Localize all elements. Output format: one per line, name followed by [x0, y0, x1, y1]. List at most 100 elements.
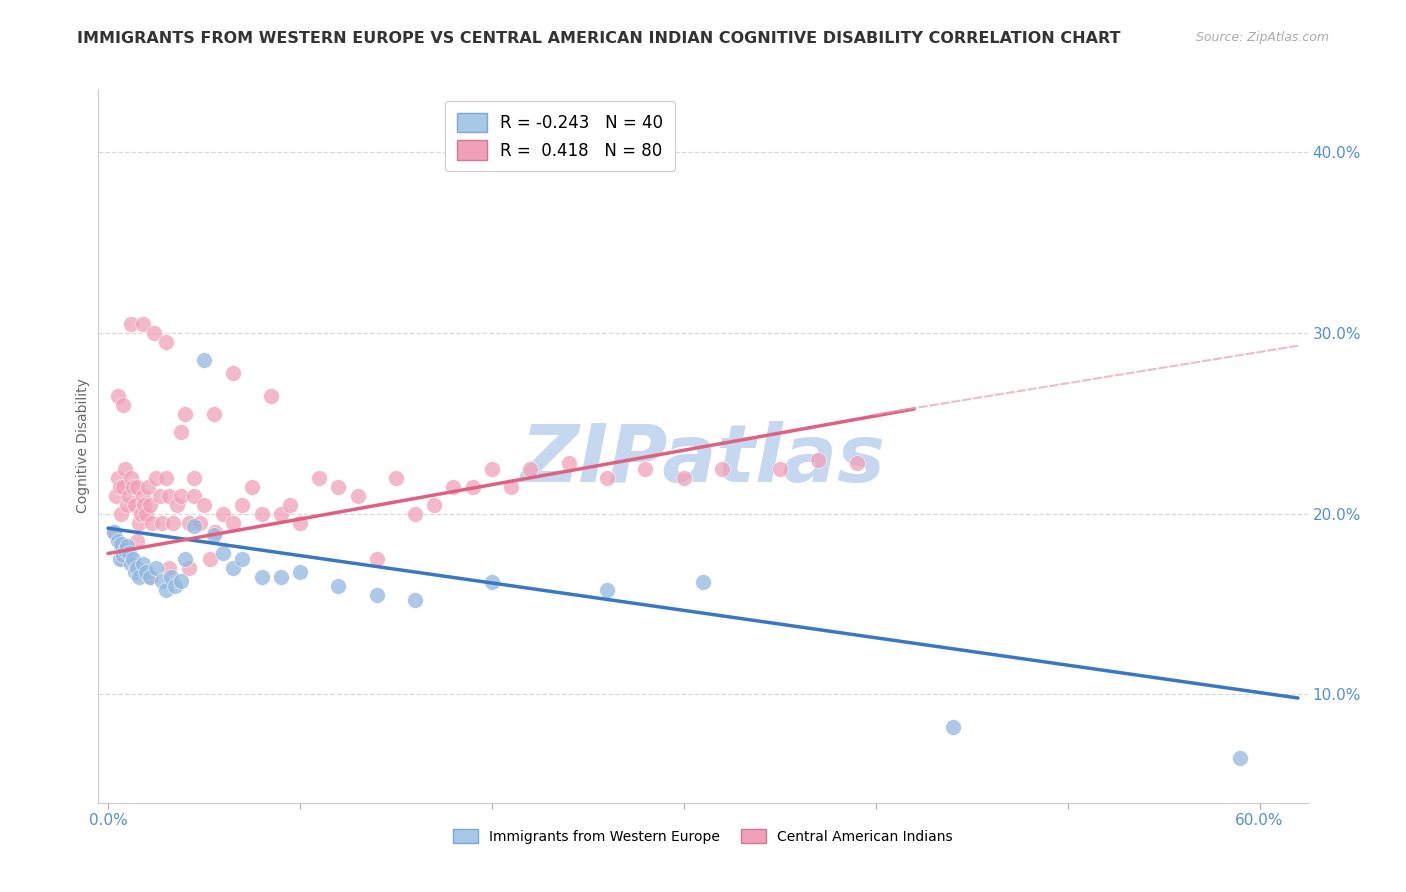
- Text: ZIPatlas: ZIPatlas: [520, 421, 886, 500]
- Point: [672, 470, 695, 484]
- Point: [481, 461, 503, 475]
- Point: [112, 480, 135, 494]
- Point: [1229, 750, 1251, 764]
- Point: [124, 565, 146, 579]
- Point: [125, 533, 148, 548]
- Point: [131, 489, 153, 503]
- Point: [155, 582, 177, 597]
- Point: [807, 452, 830, 467]
- Point: [107, 533, 129, 548]
- Point: [177, 516, 200, 530]
- Point: [250, 570, 273, 584]
- Point: [404, 507, 426, 521]
- Point: [120, 470, 142, 484]
- Point: [366, 552, 388, 566]
- Point: [499, 480, 522, 494]
- Point: [280, 498, 302, 512]
- Point: [115, 498, 138, 512]
- Point: [270, 507, 292, 521]
- Point: [202, 528, 225, 542]
- Point: [231, 552, 253, 566]
- Point: [222, 366, 245, 380]
- Point: [596, 582, 619, 597]
- Point: [481, 575, 503, 590]
- Point: [366, 588, 388, 602]
- Point: [125, 480, 148, 494]
- Point: [134, 498, 156, 512]
- Point: [145, 470, 167, 484]
- Point: [128, 570, 150, 584]
- Y-axis label: Cognitive Disability: Cognitive Disability: [76, 378, 90, 514]
- Point: [112, 398, 135, 412]
- Point: [107, 389, 129, 403]
- Point: [692, 575, 714, 590]
- Point: [128, 516, 150, 530]
- Point: [135, 565, 157, 579]
- Point: [170, 489, 193, 503]
- Point: [250, 507, 273, 521]
- Point: [346, 489, 368, 503]
- Point: [150, 516, 173, 530]
- Point: [139, 498, 162, 512]
- Point: [120, 558, 142, 572]
- Point: [115, 539, 138, 553]
- Point: [131, 317, 153, 331]
- Point: [222, 516, 245, 530]
- Point: [103, 524, 125, 539]
- Point: [204, 524, 226, 539]
- Point: [212, 547, 235, 561]
- Point: [461, 480, 484, 494]
- Legend: Immigrants from Western Europe, Central American Indians: Immigrants from Western Europe, Central …: [447, 823, 959, 849]
- Point: [596, 470, 619, 484]
- Point: [150, 574, 173, 588]
- Point: [125, 561, 148, 575]
- Point: [845, 456, 868, 470]
- Point: [193, 498, 215, 512]
- Point: [122, 480, 145, 494]
- Point: [103, 524, 125, 539]
- Point: [170, 425, 193, 440]
- Point: [159, 561, 181, 575]
- Point: [557, 456, 579, 470]
- Point: [139, 570, 162, 584]
- Point: [143, 326, 166, 340]
- Point: [260, 389, 283, 403]
- Point: [141, 516, 163, 530]
- Point: [177, 561, 200, 575]
- Point: [288, 516, 311, 530]
- Point: [173, 408, 195, 422]
- Point: [110, 507, 132, 521]
- Point: [112, 549, 135, 563]
- Point: [107, 470, 129, 484]
- Point: [385, 470, 408, 484]
- Point: [139, 570, 162, 584]
- Point: [155, 335, 177, 350]
- Point: [145, 561, 167, 575]
- Point: [108, 552, 131, 566]
- Point: [519, 461, 541, 475]
- Point: [114, 461, 136, 475]
- Text: IMMIGRANTS FROM WESTERN EUROPE VS CENTRAL AMERICAN INDIAN COGNITIVE DISABILITY C: IMMIGRANTS FROM WESTERN EUROPE VS CENTRA…: [77, 31, 1121, 46]
- Point: [423, 498, 446, 512]
- Point: [183, 519, 205, 533]
- Point: [124, 498, 146, 512]
- Point: [188, 516, 211, 530]
- Point: [634, 461, 657, 475]
- Point: [104, 489, 127, 503]
- Point: [941, 720, 963, 734]
- Point: [288, 565, 311, 579]
- Point: [120, 317, 142, 331]
- Point: [231, 498, 253, 512]
- Point: [212, 507, 235, 521]
- Point: [112, 552, 135, 566]
- Point: [166, 498, 188, 512]
- Point: [122, 552, 145, 566]
- Point: [135, 507, 157, 521]
- Text: Source: ZipAtlas.com: Source: ZipAtlas.com: [1195, 31, 1329, 45]
- Point: [118, 547, 141, 561]
- Point: [162, 516, 184, 530]
- Point: [404, 593, 426, 607]
- Point: [308, 470, 330, 484]
- Point: [155, 470, 177, 484]
- Point: [270, 570, 292, 584]
